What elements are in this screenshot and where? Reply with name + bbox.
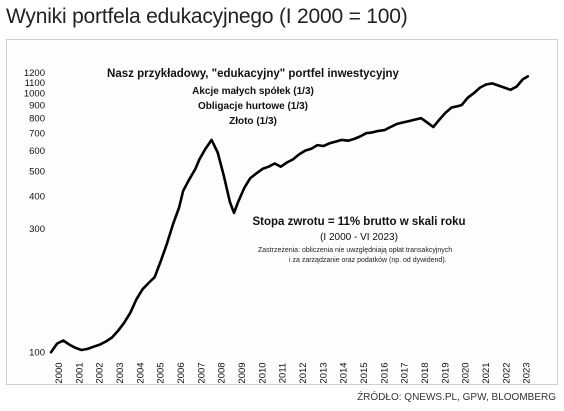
x-tick-label: 2015 — [359, 362, 370, 383]
x-tick-label: 2002 — [95, 362, 106, 383]
x-tick-label: 2013 — [318, 362, 329, 383]
y-tick-label: 300 — [29, 224, 45, 235]
return-note-line-1: Zastrzeżenia: obliczenia nie uwzględniaj… — [258, 247, 452, 254]
annotation-line-stocks: Akcje małych spółek (1/3) — [192, 86, 314, 97]
x-tick-label: 2021 — [481, 362, 492, 383]
x-tick-label: 2004 — [135, 362, 146, 383]
x-tick-label: 2011 — [278, 363, 289, 383]
chart-frame: 100 300 400 500 600 700 800 900 1000 1100 1200 200… — [6, 39, 558, 385]
return-box: Stopa zwrotu = 11% brutto w skali roku (… — [252, 216, 465, 264]
x-tick-label: 2018 — [420, 362, 431, 383]
x-tick-label: 2019 — [440, 362, 451, 383]
y-tick-label: 1000 — [24, 89, 45, 100]
x-tick-label: 2009 — [237, 362, 248, 383]
x-tick-label: 2012 — [298, 362, 309, 383]
x-tick-label: 2008 — [217, 362, 228, 383]
portfolio-annotation: Nasz przykładowy, "edukacyjny" portfel i… — [107, 68, 400, 127]
return-period: (I 2000 - VI 2023) — [320, 232, 398, 243]
y-tick-label: 1200 — [24, 68, 45, 79]
page-title: Wyniki portfela edukacyjnego (I 2000 = 1… — [6, 5, 408, 28]
x-tick-label: 2003 — [115, 362, 126, 383]
x-tick-label: 2017 — [400, 362, 411, 383]
y-tick-label: 600 — [29, 146, 45, 157]
annotation-line-bonds: Obligacje hurtowe (1/3) — [198, 101, 308, 112]
y-tick-label: 1100 — [25, 78, 45, 89]
x-tick-label: 2010 — [257, 362, 268, 383]
x-tick-label: 2014 — [339, 362, 350, 383]
x-tick-label: 2005 — [156, 362, 167, 383]
y-tick-label: 400 — [29, 192, 45, 203]
annotation-line-gold: Złoto (1/3) — [229, 116, 277, 127]
y-tick-label: 100 — [29, 348, 45, 359]
return-main: Stopa zwrotu = 11% brutto w skali roku — [252, 216, 465, 228]
x-tick-label: 2007 — [196, 362, 207, 383]
y-tick-label: 800 — [29, 114, 45, 125]
annotation-title: Nasz przykładowy, "edukacyjny" portfel i… — [107, 68, 400, 80]
x-tick-label: 2006 — [176, 362, 187, 383]
y-tick-label: 500 — [29, 167, 45, 178]
x-tick-label: 2023 — [522, 362, 533, 383]
x-tick-label: 2022 — [501, 362, 512, 383]
x-tick-label: 2001 — [74, 362, 85, 383]
portfolio-series-line — [49, 75, 530, 354]
y-tick-label: 700 — [29, 129, 45, 140]
y-tick-label: 900 — [29, 100, 45, 111]
x-tick-label: 2020 — [461, 362, 472, 383]
x-tick-label: 2000 — [54, 362, 65, 383]
return-note-line-2: i za zarządzanie oraz podatków (np. od d… — [289, 257, 447, 264]
x-tick-label: 2016 — [379, 362, 390, 383]
x-axis: 2000 2001 2002 2003 2004 2005 2006 2007 2008 2009… — [54, 362, 533, 383]
source-note: ŹRÓDŁO: QNEWS.PL, GPW, BLOOMBERG — [357, 392, 556, 403]
